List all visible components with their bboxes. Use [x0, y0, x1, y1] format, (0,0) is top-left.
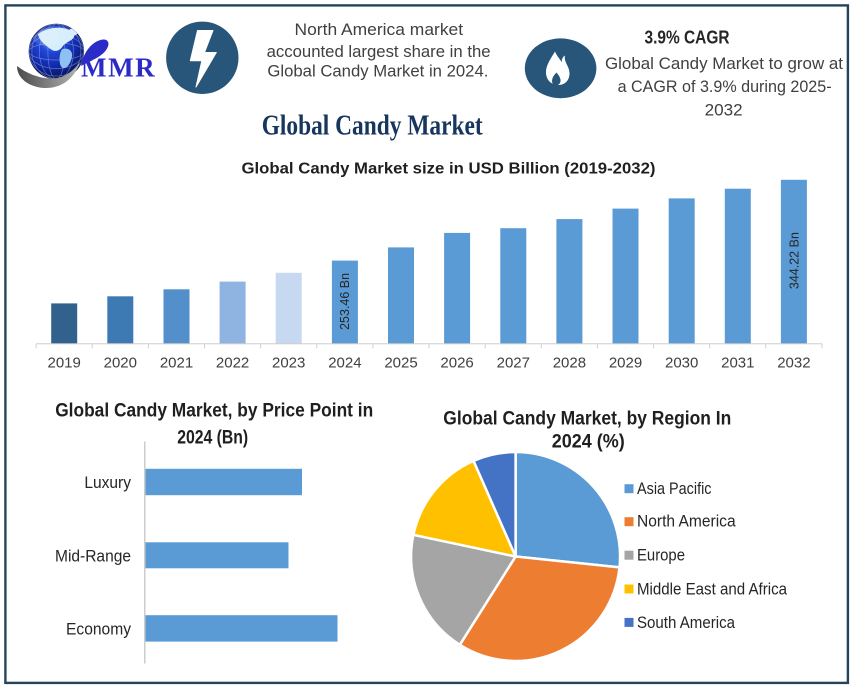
- svg-text:accounted largest share in the: accounted largest share in the: [267, 42, 491, 61]
- svg-text:Asia Pacific: Asia Pacific: [637, 479, 712, 498]
- svg-text:3.9% CAGR: 3.9% CAGR: [645, 27, 730, 48]
- svg-text:Global Candy Market, by Price: Global Candy Market, by Price Point in: [55, 400, 373, 421]
- svg-text:Middle East and Africa: Middle East and Africa: [637, 579, 787, 598]
- svg-text:2019: 2019: [48, 355, 81, 372]
- svg-text:South America: South America: [637, 613, 735, 632]
- svg-text:2023: 2023: [272, 355, 305, 372]
- svg-text:2031: 2031: [721, 355, 754, 372]
- svg-text:2030: 2030: [665, 355, 698, 372]
- svg-text:Global Candy Market in 2024.: Global Candy Market in 2024.: [267, 62, 488, 81]
- svg-text:Europe: Europe: [637, 546, 685, 565]
- svg-text:Economy: Economy: [66, 620, 131, 639]
- svg-text:2024: 2024: [328, 355, 361, 372]
- svg-text:2024 (Bn): 2024 (Bn): [177, 427, 248, 448]
- svg-text:2028: 2028: [553, 355, 586, 372]
- svg-text:Global Candy Market size in US: Global Candy Market size in USD Billion …: [242, 161, 656, 178]
- svg-text:2020: 2020: [104, 355, 137, 372]
- svg-text:2027: 2027: [497, 355, 530, 372]
- svg-text:2029: 2029: [609, 355, 642, 372]
- svg-text:North America market: North America market: [295, 20, 464, 39]
- svg-text:2024 (%): 2024 (%): [552, 432, 625, 453]
- svg-text:2025: 2025: [384, 355, 417, 372]
- svg-text:253.46 Bn: 253.46 Bn: [338, 273, 352, 330]
- svg-text:a CAGR of 3.9% during 2025-: a CAGR of 3.9% during 2025-: [618, 77, 832, 96]
- svg-text:2032: 2032: [777, 355, 810, 372]
- svg-text:Mid-Range: Mid-Range: [55, 547, 131, 566]
- svg-text:Global Candy Market, by Region: Global Candy Market, by Region In: [443, 409, 731, 430]
- svg-text:Global Candy Market to grow at: Global Candy Market to grow at: [605, 54, 843, 73]
- svg-text:2022: 2022: [216, 355, 249, 372]
- svg-text:2026: 2026: [440, 355, 473, 372]
- svg-text:2032: 2032: [705, 101, 743, 120]
- svg-text:Luxury: Luxury: [84, 473, 131, 492]
- svg-text:344.22 Bn: 344.22 Bn: [788, 232, 802, 289]
- svg-text:North America: North America: [637, 511, 736, 530]
- svg-text:2021: 2021: [160, 355, 193, 372]
- svg-text:MMR: MMR: [81, 53, 156, 83]
- svg-text:Global Candy Market: Global Candy Market: [262, 109, 483, 141]
